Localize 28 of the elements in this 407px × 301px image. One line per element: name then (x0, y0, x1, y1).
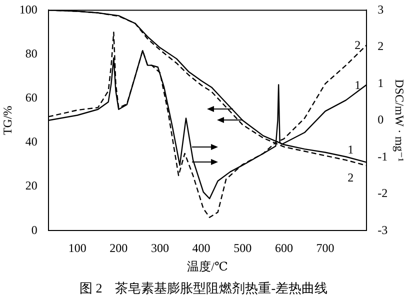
y2-tick-label: -2 (378, 186, 388, 200)
y-tick-label: 100 (19, 2, 38, 16)
x-tick-label: 700 (316, 240, 334, 255)
y2-tick-label: 2 (378, 39, 384, 54)
y2-tick-label: 1 (378, 76, 384, 90)
series-label: 1 (354, 78, 361, 92)
x-tick-label: 100 (68, 240, 86, 255)
x-tick-label: 300 (150, 240, 169, 255)
y-tick-label: 0 (31, 222, 38, 237)
x-tick-label: 600 (274, 240, 293, 255)
y2-tick-label: -3 (378, 222, 388, 237)
y-tick-label: 40 (25, 134, 38, 149)
series-label: 2 (348, 170, 354, 185)
y2-tick-label: 0 (378, 112, 384, 127)
y2-tick-label: 3 (378, 2, 384, 16)
y-axis-title: TG/% (0, 106, 14, 136)
x-tick-label: 400 (192, 240, 210, 255)
text: 图 2 茶皂素基膨胀型阻燃剂热重-差热曲线 (79, 280, 328, 296)
x-tick-label: 500 (234, 240, 252, 255)
y2-tick-label: -1 (378, 149, 388, 164)
x-axis-title: 温度/℃ (187, 259, 228, 274)
y-tick-label: 20 (25, 178, 38, 193)
y-tick-label: 80 (25, 46, 38, 60)
series-label: 2 (354, 38, 361, 52)
y2-axis-title: DSC/mW · mg⁻¹ (392, 79, 407, 162)
series-label: 1 (348, 142, 354, 156)
y-tick-label: 60 (25, 90, 38, 105)
x-tick-label: 200 (110, 240, 128, 255)
